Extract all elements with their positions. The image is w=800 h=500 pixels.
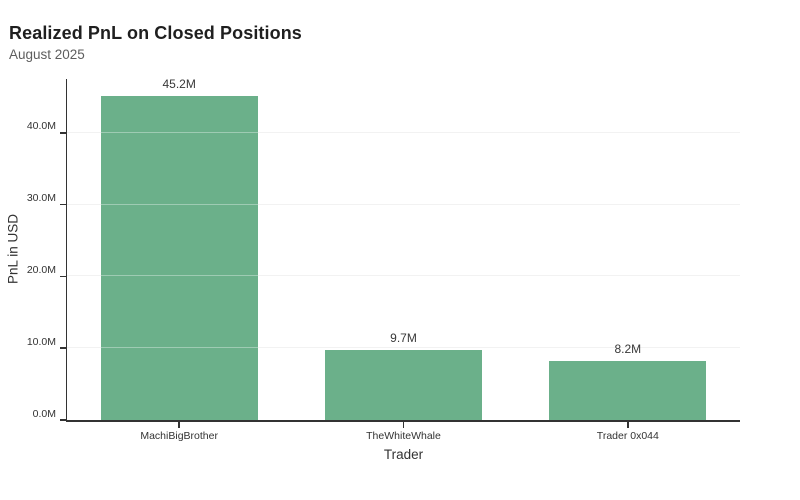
plot-area: 0.0M 10.0M 20.0M 30.0M 40.0M 45.2M MachiBigBro… — [27, 76, 740, 442]
chart-title: Realized PnL on Closed Positions — [9, 23, 302, 43]
x-axis-title: Trader — [383, 447, 424, 462]
y-tick-label: 40.0M — [26, 120, 56, 133]
y-axis-line — [65, 79, 67, 422]
x-tick-mark — [627, 421, 629, 428]
x-tick-label: MachiBigBrother — [140, 430, 218, 442]
y-tick-mark — [59, 275, 66, 278]
y-tick-label: 10.0M — [26, 335, 56, 348]
y-tick-mark — [59, 132, 66, 134]
gridline — [67, 203, 740, 205]
x-tick-mark — [178, 421, 180, 428]
gridline-overlay — [67, 203, 740, 205]
bar-machibigbrother[interactable] — [100, 95, 258, 420]
x-axis-line — [65, 420, 740, 422]
bar-thewhitewhale[interactable] — [324, 350, 482, 420]
gridline-overlay — [67, 131, 740, 133]
gridline-overlay — [67, 347, 740, 349]
y-axis-title: PnL in USD — [5, 213, 21, 285]
y-tick-mark — [59, 203, 66, 206]
y-tick-mark — [59, 419, 66, 421]
y-tick-label: 0.0M — [32, 407, 56, 420]
bar-trader-0x044[interactable] — [549, 361, 707, 420]
gridline — [67, 131, 740, 133]
y-tick-mark — [59, 347, 66, 349]
bar-value-label: 45.2M — [162, 76, 196, 91]
bar-value-label: 9.7M — [390, 331, 417, 346]
x-tick-label: Trader 0x044 — [596, 430, 659, 442]
y-tick-label: 30.0M — [26, 192, 56, 205]
gridline — [67, 275, 740, 277]
y-tick-label: 20.0M — [26, 263, 56, 276]
gridline-overlay — [67, 275, 740, 277]
x-tick-mark — [402, 421, 405, 428]
chart-subtitle: August 2025 — [9, 47, 85, 62]
gridline — [67, 347, 740, 349]
bar-value-label: 8.2M — [614, 342, 642, 357]
x-tick-label: TheWhiteWhale — [366, 430, 441, 442]
